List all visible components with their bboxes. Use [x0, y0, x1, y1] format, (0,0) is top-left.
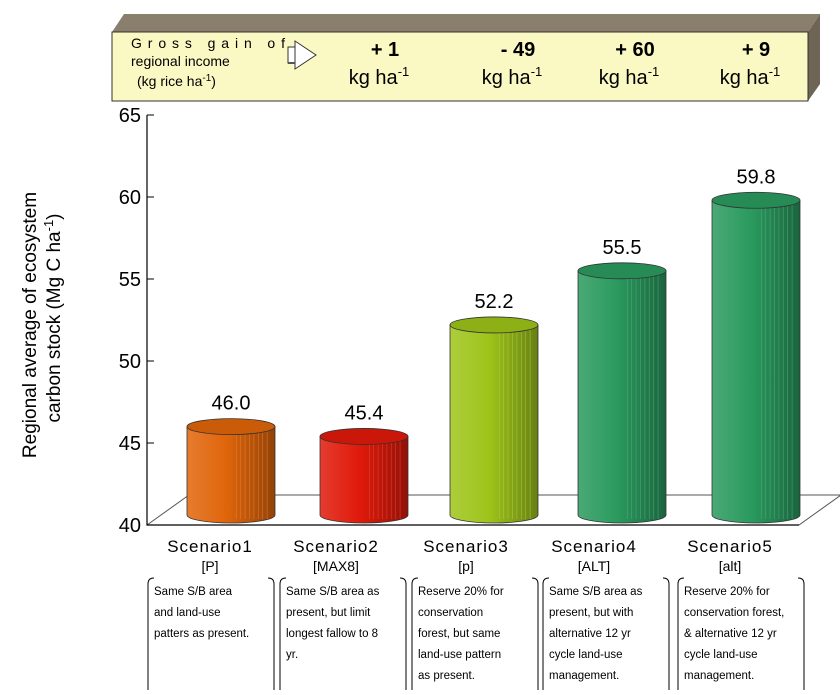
x-tick-label: Scenario1	[167, 537, 253, 556]
income-gain-value: - 49	[501, 39, 535, 61]
scenario-code: [MAX8]	[313, 558, 359, 574]
bar-scenario3: 52.2	[449, 291, 539, 524]
income-gain-unit: kg ha-1	[720, 64, 781, 89]
scenario-description: Same S/B area as present, but with alterna…	[549, 582, 665, 687]
x-tick-label: Scenario4	[551, 537, 637, 556]
income-gain-value: + 9	[742, 39, 770, 61]
y-tick-label: 60	[119, 187, 141, 209]
scenario-description: Reserve 20% for conservation forest, but s…	[418, 582, 534, 687]
bar-top	[449, 316, 539, 334]
arrow-icon	[287, 40, 317, 70]
bar-top	[319, 428, 409, 445]
description-line: Reserve 20% for	[684, 586, 770, 598]
y-tick-label: 50	[119, 351, 141, 373]
banner-top-face	[112, 14, 820, 32]
bar-scenario1: 46.0	[186, 393, 276, 524]
scenario-description: Same S/B area and land-use patters as pres…	[154, 582, 270, 645]
description-line: Same S/B area as	[286, 586, 380, 598]
description-line: forest, but same	[418, 628, 501, 640]
banner-side-face	[808, 14, 820, 101]
scenario-code: [ALT]	[578, 558, 610, 574]
description-bracket-right	[267, 577, 275, 690]
description-line: alternative 12 yr	[549, 628, 631, 640]
description-bracket-right	[797, 577, 805, 690]
scenario-code: [P]	[201, 558, 218, 574]
description-line: Same S/B area	[154, 586, 232, 598]
description-line: cycle land-use	[549, 649, 623, 661]
description-line: and land-use	[154, 607, 221, 619]
income-gain-value: + 1	[371, 39, 399, 61]
scenario-description: Reserve 20% for conservation forest, & alt…	[684, 582, 800, 687]
description-bracket-right	[531, 577, 539, 690]
bar-body	[577, 270, 667, 524]
description-bracket-left	[147, 577, 155, 690]
bar-value-label: 46.0	[212, 393, 251, 415]
bar-top	[186, 418, 276, 436]
description-line: cycle land-use	[684, 649, 758, 661]
description-line: conservation	[418, 607, 484, 619]
y-tick-label: 40	[119, 515, 141, 537]
description-bracket-left	[677, 577, 685, 690]
income-banner: Gross gain of regional income (kg rice h…	[111, 14, 820, 102]
scenario-description: Same S/B area as present, but limit longes…	[286, 582, 402, 666]
bar-value-label: 45.4	[345, 402, 384, 424]
banner-front	[111, 31, 809, 102]
description-bracket-left	[542, 577, 550, 690]
bar-body	[319, 436, 409, 524]
description-bracket-right	[399, 577, 407, 690]
description-bracket-left	[279, 577, 287, 690]
description-line: patters as present.	[154, 628, 250, 640]
bar-top	[577, 262, 667, 280]
y-axis-title-line2: carbon stock (Mg C ha-1)	[41, 213, 65, 422]
bar-value-label: 55.5	[603, 237, 642, 259]
income-gain-unit: kg ha-1	[599, 64, 660, 89]
description-line: present, but limit	[286, 607, 371, 619]
description-line: longest fallow to 8	[286, 628, 379, 640]
bar-body	[711, 199, 801, 524]
y-tick-label: 55	[119, 269, 141, 291]
bar-top	[711, 191, 801, 209]
description-line: conservation forest,	[684, 607, 785, 619]
scenario-code: [alt]	[719, 558, 742, 574]
description-line: management.	[549, 670, 620, 682]
bar-value-label: 59.8	[737, 166, 776, 188]
banner-label-line2: regional income	[131, 53, 230, 69]
y-axis-title-line1: Regional average of ecosystem	[20, 192, 41, 458]
description-line: Reserve 20% for	[418, 586, 504, 598]
description-line: & alternative 12 yr	[684, 628, 777, 640]
income-gain-unit: kg ha-1	[482, 64, 543, 89]
bar-scenario5: 59.8	[711, 166, 801, 524]
bar-scenario2: 45.4	[319, 402, 409, 524]
income-gain-unit: kg ha-1	[349, 64, 410, 89]
bar-body	[449, 324, 539, 524]
bar-scenario4: 55.5	[577, 237, 667, 524]
x-tick-label: Scenario5	[687, 537, 773, 556]
description-line: yr.	[286, 649, 299, 661]
description-bracket-left	[411, 577, 419, 690]
description-line: as present.	[418, 670, 475, 682]
description-line: management.	[684, 670, 755, 682]
description-line: Same S/B area as	[549, 586, 643, 598]
x-tick-label: Scenario3	[423, 537, 509, 556]
x-tick-label: Scenario2	[293, 537, 379, 556]
description-line: present, but with	[549, 607, 634, 619]
banner-label-line3: (kg rice ha-1)	[137, 73, 216, 89]
income-gain-value: + 60	[615, 39, 654, 61]
description-line: land-use pattern	[418, 649, 502, 661]
bar-value-label: 52.2	[475, 291, 514, 313]
y-tick-label: 45	[119, 433, 141, 455]
scenario-code: [p]	[458, 558, 474, 574]
bar-body	[186, 426, 276, 524]
description-bracket-right	[662, 577, 670, 690]
y-tick-label: 65	[119, 105, 141, 127]
